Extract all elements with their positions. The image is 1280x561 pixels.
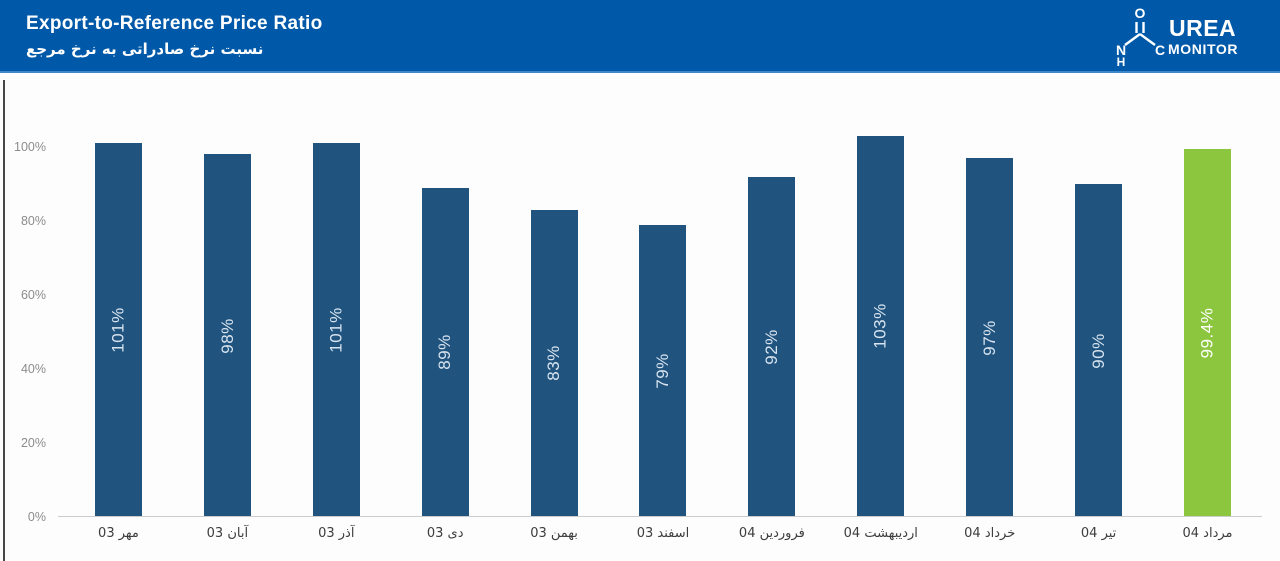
- header: Export-to-Reference Price Ratio نسبت نرخ…: [0, 0, 1280, 73]
- bar-value-label: 89%: [435, 334, 455, 371]
- y-axis-tick-label: 80%: [20, 214, 46, 228]
- bar-slot: 99.4%: [1153, 117, 1262, 517]
- x-axis-category-label: دی 03: [426, 526, 464, 541]
- y-axis-tick-label: 60%: [20, 288, 46, 302]
- y-axis-tick-label: 0%: [27, 510, 46, 524]
- bar: 103%: [857, 135, 905, 517]
- bar: 83%: [530, 209, 578, 517]
- bar: 79%: [639, 224, 687, 517]
- y-axis-tick-label: 20%: [20, 436, 46, 450]
- bar-slot: 101%: [282, 117, 391, 517]
- header-titles: Export-to-Reference Price Ratio نسبت نرخ…: [26, 13, 322, 58]
- page-title: Export-to-Reference Price Ratio: [26, 13, 323, 35]
- x-axis-baseline: [58, 516, 1262, 517]
- bars-row: 101% 98% 101% 89% 83% 79% 92% 103% 97% 90% 99.4%: [64, 117, 1262, 517]
- x-axis-category-label: بهمن 03: [530, 526, 578, 541]
- x-axis-category-label: خرداد 04: [964, 526, 1016, 541]
- x-axis-category-label: آذر 03: [318, 526, 355, 541]
- bar-slot: 103%: [826, 117, 935, 517]
- page-subtitle-farsi: نسبت نرخ صادراتی به نرخ مرجع: [26, 39, 264, 58]
- bar-value-label: 90%: [1088, 332, 1108, 369]
- page-left-edge-line: [3, 80, 5, 561]
- urea-molecule-icon: O N H C UREA MONITOR: [1116, 5, 1238, 67]
- urea-monitor-logo: O N H C UREA MONITOR: [1102, 5, 1254, 67]
- atom-c-label: C: [1155, 42, 1165, 58]
- bar-value-label: 98%: [217, 317, 237, 354]
- bar-slot: 83%: [500, 117, 609, 517]
- x-axis-category-label: تیر 04: [1080, 526, 1117, 541]
- brand-name-bottom: MONITOR: [1168, 41, 1238, 57]
- bar-value-label: 99.4%: [1197, 307, 1217, 359]
- bar: 101%: [312, 143, 360, 517]
- bar-value-label: 97%: [979, 319, 999, 356]
- bar: 90%: [1075, 184, 1123, 517]
- bar-highlighted: 99.4%: [1184, 149, 1232, 517]
- x-axis: مهر 03 آبان 03 آذر 03 دی 03 بهمن 03 اسفند 03 ف…: [64, 526, 1262, 541]
- bar-value-label: 83%: [544, 345, 564, 382]
- x-axis-category-label: مهر 03: [98, 526, 139, 541]
- x-axis-category-label: اسفند 03: [636, 526, 690, 541]
- bar: 92%: [748, 176, 796, 517]
- bar-slot: 89%: [391, 117, 500, 517]
- atom-o-label: O: [1135, 5, 1146, 21]
- bar-slot: 90%: [1044, 117, 1153, 517]
- x-axis-category-label: آبان 03: [206, 526, 249, 541]
- bar-value-label: 101%: [326, 307, 346, 353]
- bar-value-label: 101%: [108, 307, 128, 353]
- bar-slot: 98%: [173, 117, 282, 517]
- bar-value-label: 79%: [652, 353, 672, 389]
- bar: 89%: [421, 187, 469, 517]
- brand-name-top: UREA: [1169, 15, 1236, 41]
- y-axis-tick-label: 100%: [14, 140, 46, 154]
- x-axis-category-label: مرداد 04: [1182, 526, 1233, 541]
- atom-n-label: N: [1116, 42, 1126, 58]
- bar: 101%: [94, 143, 142, 517]
- bar-slot: 79%: [609, 117, 718, 517]
- bar-value-label: 103%: [870, 303, 890, 350]
- x-axis-category-label: اردیبهشت 04: [843, 526, 918, 541]
- bar-slot: 101%: [64, 117, 173, 517]
- bar: 97%: [966, 158, 1014, 517]
- atom-h-label: H: [1117, 55, 1126, 67]
- y-axis: 0% 20% 40% 60% 80% 100%: [0, 117, 46, 524]
- bar-slot: 97%: [935, 117, 1044, 517]
- bar-value-label: 92%: [761, 329, 781, 365]
- bar-slot: 92%: [717, 117, 826, 517]
- bar: 98%: [203, 154, 251, 517]
- y-axis-tick-label: 40%: [20, 362, 46, 376]
- x-axis-category-label: فروردین 04: [738, 526, 805, 541]
